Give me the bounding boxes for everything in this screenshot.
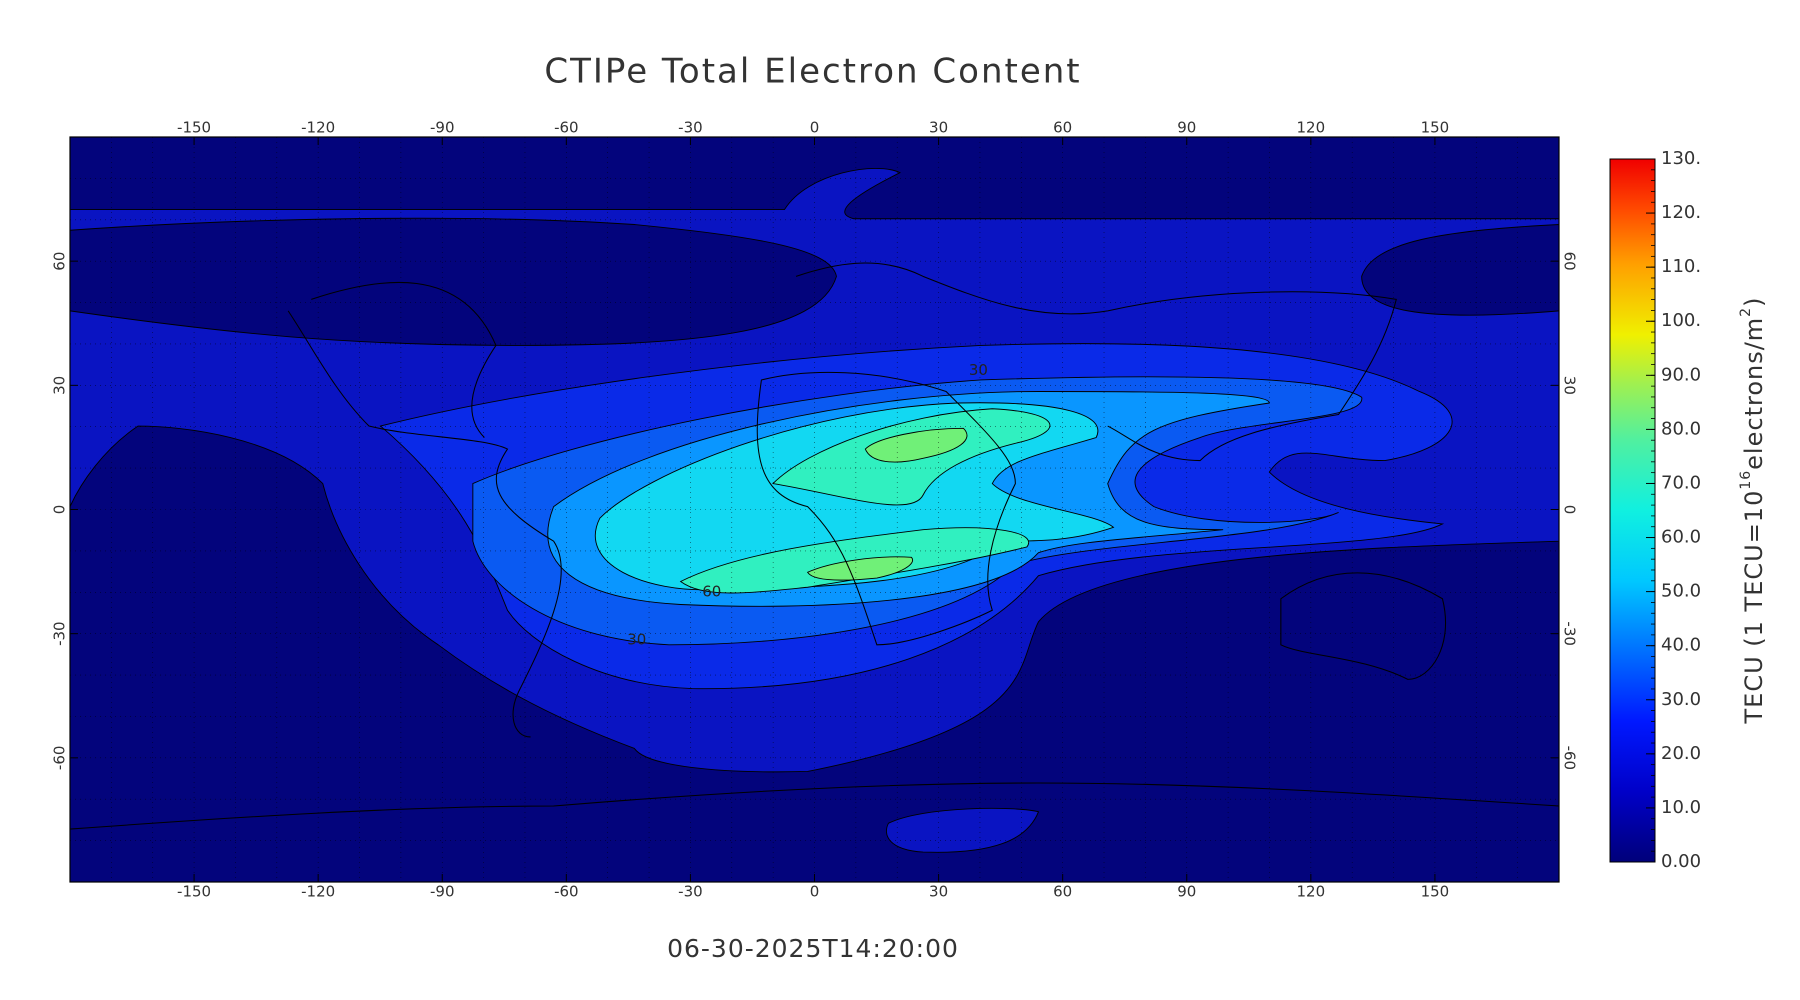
- x-tick-label-bottom: -60: [554, 883, 579, 901]
- x-tick-label-top: -30: [678, 119, 703, 137]
- colorbar-tick-label: 120.: [1661, 202, 1701, 223]
- colorbar-tick-label: 10.0: [1661, 797, 1701, 818]
- x-tick-label-bottom: 0: [810, 883, 820, 901]
- label-part: TECU (1 TECU=10: [1740, 490, 1768, 725]
- x-tick-label-top: -90: [430, 119, 455, 137]
- colorbar-tick-label: 90.0: [1661, 364, 1701, 385]
- colorbar-tick-label: 50.0: [1661, 581, 1701, 602]
- australia-coast: [1280, 572, 1447, 680]
- y-tick-label-right: 30: [1561, 376, 1579, 395]
- antarctica-coast: [69, 782, 1560, 830]
- label-exponent: 2: [1738, 307, 1754, 317]
- colorbar-tick-label: 30.0: [1661, 689, 1701, 710]
- x-tick-label-top: -60: [554, 119, 579, 137]
- x-tick-label-top: 60: [1053, 119, 1072, 137]
- y-tick-label-left: -60: [51, 746, 69, 771]
- y-tick-label-left: 0: [51, 505, 69, 515]
- colorbar-tick-label: 20.0: [1661, 743, 1701, 764]
- y-tick-label-right: 0: [1561, 505, 1579, 515]
- colorbar-label: TECU (1 TECU=1016electrons/m2): [1738, 297, 1768, 725]
- colorbar-tick-label: 100.: [1661, 310, 1701, 331]
- colorbar-tick-label: 60.0: [1661, 527, 1701, 548]
- americas-coast: [287, 310, 562, 738]
- y-tick-label-left: 60: [51, 252, 69, 271]
- eurasia-coast: [795, 262, 1397, 462]
- band-0-10: [69, 217, 837, 346]
- band-70-80: [806, 556, 914, 581]
- x-tick-label-bottom: -120: [301, 883, 335, 901]
- label-part: electrons/m: [1740, 317, 1768, 470]
- coastlines: [69, 262, 1560, 830]
- x-tick-label-bottom: -30: [678, 883, 703, 901]
- colorbar-tick-label: 70.0: [1661, 472, 1701, 493]
- band-70-80: [864, 427, 968, 463]
- x-tick-label-bottom: -90: [430, 883, 455, 901]
- x-tick-label-bottom: 120: [1297, 883, 1326, 901]
- y-tick-label-left: 30: [51, 376, 69, 395]
- x-tick-label-top: 30: [929, 119, 948, 137]
- x-tick-label-top: 90: [1177, 119, 1196, 137]
- x-tick-label-top: -150: [177, 119, 211, 137]
- x-tick-label-bottom: 30: [929, 883, 948, 901]
- colorbar: [1609, 158, 1656, 863]
- colorbar-tick-label: 130.: [1661, 148, 1701, 169]
- colorbar-tick-label: 0.00: [1661, 851, 1701, 872]
- band-10-20: [886, 807, 1040, 853]
- x-tick-label-bottom: 90: [1177, 883, 1196, 901]
- colorbar-tick-label: 80.0: [1661, 418, 1701, 439]
- north-america-coast: [311, 281, 497, 438]
- x-tick-label-top: 120: [1297, 119, 1326, 137]
- x-tick-label-top: -120: [301, 119, 335, 137]
- x-tick-label-bottom: 60: [1053, 883, 1072, 901]
- x-tick-label-bottom: 150: [1421, 883, 1450, 901]
- title: CTIPe Total Electron Content: [544, 52, 1081, 92]
- y-tick-label-right: -30: [1561, 621, 1579, 646]
- y-tick-label-right: -60: [1561, 746, 1579, 771]
- contour-label: 30: [969, 361, 988, 379]
- colorbar-tick-label: 40.0: [1661, 635, 1701, 656]
- contour-label: 60: [702, 582, 721, 600]
- x-tick-label-top: 150: [1421, 119, 1450, 137]
- x-tick-label-bottom: -150: [177, 883, 211, 901]
- timestamp: 06-30-2025T14:20:00: [667, 934, 959, 963]
- label-exponent: 16: [1738, 470, 1754, 490]
- africa-coast: [756, 371, 1016, 646]
- y-tick-label-right: 60: [1561, 252, 1579, 271]
- band-0-10: [1361, 224, 1560, 316]
- colorbar-tick-label: 110.: [1661, 256, 1701, 277]
- contour-label: 30: [627, 631, 646, 649]
- x-tick-label-top: 0: [810, 119, 820, 137]
- label-part: ): [1740, 297, 1768, 307]
- y-tick-label-left: -30: [51, 621, 69, 646]
